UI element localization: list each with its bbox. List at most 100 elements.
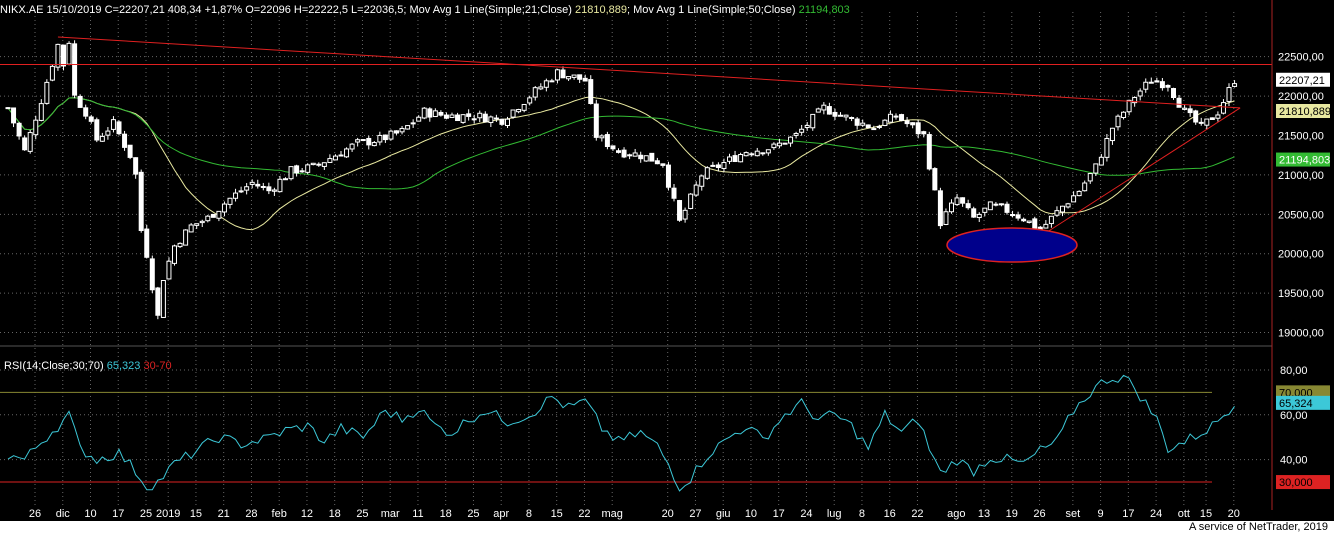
candle-body: [971, 208, 977, 218]
rsi-lower-tag: 30,000: [1279, 477, 1313, 489]
candle-body: [743, 152, 749, 157]
candle-body: [538, 86, 544, 90]
candle-body: [227, 197, 233, 205]
candle-body: [66, 42, 72, 65]
candle-body: [610, 145, 616, 150]
candle-body: [1060, 205, 1065, 213]
candle-body: [904, 120, 910, 125]
candle-body: [943, 211, 949, 225]
candle-body: [638, 154, 644, 160]
candle-body: [1121, 111, 1127, 118]
price-tick-label: 20500,00: [1278, 209, 1324, 221]
candle-body: [704, 167, 710, 179]
candle-body: [460, 114, 466, 123]
candle-body: [443, 114, 449, 119]
candle-body: [283, 178, 288, 181]
candle-body: [1021, 218, 1027, 222]
candle-body: [321, 162, 327, 167]
x-tick-label: 18: [440, 508, 452, 520]
candle-body: [1137, 90, 1143, 97]
candle-body: [416, 116, 422, 122]
candle-body: [577, 74, 583, 80]
candle-body: [1154, 80, 1160, 83]
candle-body: [1104, 138, 1110, 158]
candle-body: [1071, 195, 1077, 203]
price-tick-label: 22500,00: [1278, 52, 1324, 64]
candle-body: [1015, 214, 1021, 219]
candle-body: [998, 203, 1004, 206]
x-tick-label: 25: [467, 508, 479, 520]
moving-average-lines: [7, 96, 1235, 231]
candle-body: [926, 134, 932, 170]
candle-body: [815, 108, 821, 113]
ma21-tag: 21810,889: [1279, 106, 1331, 118]
candle-body: [693, 184, 699, 196]
candle-body: [677, 200, 683, 221]
candle-body: [1093, 163, 1099, 174]
drawing-annotations[interactable]: [0, 36, 1272, 263]
candle-body: [421, 107, 427, 119]
price-tick-label: 21000,00: [1278, 170, 1324, 182]
x-tick-label: ago: [947, 508, 965, 520]
candle-body: [349, 143, 355, 150]
candle-body: [660, 163, 666, 166]
candle-body: [160, 280, 166, 318]
candle-body: [893, 115, 899, 118]
candle-body: [854, 118, 860, 126]
rsi-line: [7, 374, 1235, 492]
rsi-label: RSI(14;Close;30;70): [4, 360, 104, 372]
ma50-tag-bg: [1276, 152, 1330, 167]
x-tick-label: 2019: [156, 508, 180, 520]
candle-body: [965, 203, 971, 209]
candle-body: [632, 152, 638, 157]
candle-body: [11, 107, 17, 124]
candle-body: [1032, 218, 1038, 229]
candle-body: [305, 164, 311, 173]
candle-body: [1171, 88, 1176, 99]
candle-body: [477, 112, 483, 119]
candle-body: [982, 207, 988, 213]
candle-body: [699, 175, 705, 187]
candle-body: [527, 97, 533, 104]
x-tick-label: 8: [526, 508, 532, 520]
candle-body: [1109, 127, 1115, 142]
candle-body: [654, 160, 660, 165]
x-tick-label: apr: [493, 508, 509, 520]
x-tick-label: 24: [1150, 508, 1162, 520]
candle-body: [710, 164, 716, 167]
candle-body: [183, 229, 189, 246]
candle-body: [44, 81, 50, 104]
candle-body: [826, 106, 832, 115]
footer-bar: [0, 521, 1334, 535]
candle-body: [715, 164, 721, 169]
candle-body: [177, 242, 183, 248]
candle-body: [316, 163, 322, 166]
x-tick-label: ott: [1178, 508, 1190, 520]
candle-body: [627, 154, 633, 157]
candle-body: [521, 103, 527, 111]
candle-body: [210, 213, 216, 218]
candle-body: [77, 95, 83, 108]
support-ellipse: [946, 227, 1078, 263]
candle-body: [571, 74, 577, 78]
candle-body: [299, 170, 305, 173]
candle-body: [144, 228, 150, 258]
candle-body: [455, 114, 461, 122]
candle-body: [1098, 156, 1104, 166]
candle-body: [1215, 114, 1221, 119]
candle-body: [49, 65, 55, 81]
candle-body: [688, 193, 694, 209]
candle-body: [554, 69, 560, 81]
candle-body: [271, 189, 277, 192]
candle-body: [799, 128, 805, 133]
footer-credit: A service of NetTrader, 2019: [1189, 521, 1328, 533]
candle-body: [910, 122, 916, 126]
candle-body: [172, 245, 177, 264]
x-tick-label: mag: [601, 508, 622, 520]
x-tick-label: 20: [1228, 508, 1240, 520]
price-tick-label: 19000,00: [1278, 328, 1324, 340]
candle-body: [993, 203, 999, 206]
candle-body: [738, 154, 744, 163]
x-tick-label: lug: [827, 508, 842, 520]
